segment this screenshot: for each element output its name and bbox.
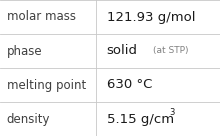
Text: 121.93 g/mol: 121.93 g/mol [107,10,195,24]
Text: solid: solid [107,44,138,58]
Text: 3: 3 [169,108,175,117]
Text: molar mass: molar mass [7,10,76,24]
Text: (at STP): (at STP) [153,47,188,55]
Text: density: density [7,112,50,126]
Text: melting point: melting point [7,78,86,92]
Text: phase: phase [7,44,42,58]
Text: 630 °C: 630 °C [107,78,152,92]
Text: 5.15 g/cm: 5.15 g/cm [107,112,174,126]
